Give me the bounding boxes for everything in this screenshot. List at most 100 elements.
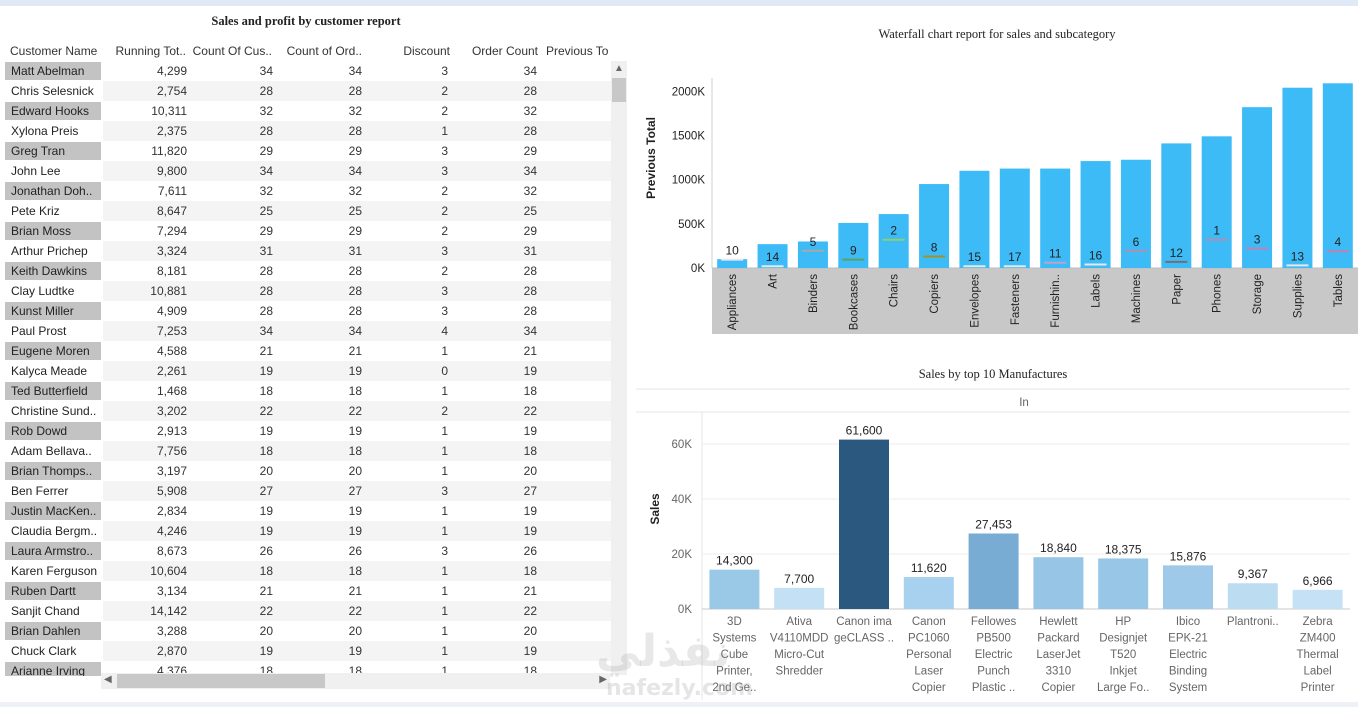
bar [959, 170, 990, 268]
table-row[interactable]: Matt Abelman 4,299 34 34 3 34 [0, 61, 612, 81]
table-row[interactable]: Keith Dawkins 8,181 28 28 2 28 [0, 261, 612, 281]
x-tick-label: geCLASS .. [834, 633, 894, 645]
column-header[interactable]: Order Count [471, 44, 538, 58]
table-cell: 19 [523, 424, 537, 438]
table-row[interactable]: Eugene Moren 4,588 21 21 1 21 [0, 341, 612, 361]
table-cell: 29 [259, 224, 273, 238]
column-header[interactable]: Previous To [546, 44, 609, 58]
customer-name: Brian Moss [5, 222, 101, 240]
column-header[interactable]: Count of Ord.. [286, 44, 362, 58]
waterfall-chart: 0K 500K 1000K 1500K 2000K Previous Total 10 App… [644, 78, 1358, 334]
table-row[interactable]: Pete Kriz 8,647 25 25 2 25 [0, 201, 612, 221]
table-cell: 3 [441, 164, 448, 178]
x-tick-label: Canon ima [836, 616, 892, 628]
table-row[interactable]: Kunst Miller 4,909 28 28 3 28 [0, 301, 612, 321]
column-header[interactable]: Count Of Cus.. [192, 44, 272, 58]
table-row[interactable]: Xylona Preis 2,375 28 28 1 28 [0, 121, 612, 141]
table-row[interactable]: Ruben Dartt 3,134 21 21 1 21 [0, 581, 612, 601]
data-label: 16 [1089, 248, 1103, 262]
table-row[interactable]: Ben Ferrer 5,908 27 27 3 27 [0, 481, 612, 501]
table-cell: 3 [441, 64, 448, 78]
table-row[interactable]: Laura Armstro.. 8,673 26 26 3 26 [0, 541, 612, 561]
vertical-scroll-thumb[interactable] [612, 78, 626, 102]
table-cell: 1 [441, 424, 448, 438]
customer-name: Adam Bellava.. [11, 444, 92, 458]
table-row[interactable]: Chris Selesnick 2,754 28 28 2 28 [0, 81, 612, 101]
table-cell: 21 [259, 584, 273, 598]
table-row[interactable]: Brian Thomps.. 3,197 20 20 1 20 [0, 461, 612, 481]
table-cell: 10,604 [150, 564, 187, 578]
table-cell: 19 [348, 524, 362, 538]
horizontal-scroll-thumb[interactable] [117, 674, 325, 688]
table-row[interactable]: Brian Dahlen 3,288 20 20 1 20 [0, 621, 612, 641]
x-tick-label: Printer [1301, 682, 1335, 694]
bar [919, 184, 950, 268]
table-cell: 4,588 [156, 344, 187, 358]
table-cell: 28 [348, 84, 362, 98]
x-tick-label: Electric [975, 649, 1013, 661]
x-tick-label: 2nd Ge.. [712, 682, 756, 694]
table-cell: 18 [348, 444, 362, 458]
table-cell: 2,913 [156, 424, 187, 438]
table-cell: 22 [348, 604, 362, 618]
table-row[interactable]: Chuck Clark 2,870 19 19 1 19 [0, 641, 612, 661]
customer-name: Christine Sund.. [11, 404, 97, 418]
table-cell: 7,294 [156, 224, 187, 238]
scroll-right-icon[interactable]: ▶ [599, 674, 607, 685]
bar [797, 241, 828, 268]
column-header[interactable]: Discount [403, 44, 450, 58]
customer-table: Customer Name Running Tot.. Count Of Cus..… [0, 40, 612, 676]
table-cell: 22 [523, 604, 537, 618]
scroll-up-icon[interactable]: ▲ [614, 63, 624, 74]
table-row[interactable]: Kalyca Meade 2,261 19 19 0 19 [0, 361, 612, 381]
waterfall-chart-title: Waterfall chart report for sales and sub… [878, 27, 1116, 41]
table-cell: 1 [441, 344, 448, 358]
table-row[interactable]: John Lee 9,800 34 34 3 34 [0, 161, 612, 181]
data-label: 27,453 [975, 518, 1012, 532]
table-cell: 22 [259, 404, 273, 418]
table-row[interactable]: Brian Moss 7,294 29 29 2 29 [0, 221, 612, 241]
column-header[interactable]: Running Tot.. [115, 44, 187, 58]
table-row[interactable]: Christine Sund.. 3,202 22 22 2 22 [0, 401, 612, 421]
horizontal-scrollbar[interactable]: ◀ ▶ [101, 673, 610, 689]
x-tick-label: Art [768, 273, 780, 289]
x-tick-label: PC1060 [908, 633, 950, 645]
x-tick-label: PB500 [976, 633, 1011, 645]
customer-name: John Lee [11, 164, 61, 178]
table-row[interactable]: Claudia Bergm.. 4,246 19 19 1 19 [0, 521, 612, 541]
table-row[interactable]: Sanjit Chand 14,142 22 22 1 22 [0, 601, 612, 621]
table-row[interactable]: Karen Ferguson 10,604 18 18 1 18 [0, 561, 612, 581]
table-row[interactable]: Paul Prost 7,253 34 34 4 34 [0, 321, 612, 341]
table-cell: 2 [441, 84, 448, 98]
table-cell: 31 [348, 244, 362, 258]
vertical-scrollbar[interactable]: ▲ [611, 61, 627, 675]
x-tick-label: Copiers [929, 274, 941, 314]
column-header[interactable]: Customer Name [10, 44, 98, 58]
scroll-left-icon[interactable]: ◀ [104, 674, 112, 685]
table-row[interactable]: Ted Butterfield 1,468 18 18 1 18 [0, 381, 612, 401]
table-row[interactable]: Rob Dowd 2,913 19 19 1 19 [0, 421, 612, 441]
table-row[interactable]: Jonathan Doh.. 7,611 32 32 2 32 [0, 181, 612, 201]
table-cell: 28 [348, 284, 362, 298]
table-row[interactable]: Adam Bellava.. 7,756 18 18 1 18 [0, 441, 612, 461]
table-row[interactable]: Clay Ludtke 10,881 28 28 3 28 [0, 281, 612, 301]
customer-name: Laura Armstro.. [5, 542, 101, 560]
x-tick-label: Machines [1131, 274, 1143, 323]
bottom-bar [0, 702, 1358, 707]
bar [1292, 589, 1343, 609]
table-cell: 26 [523, 544, 537, 558]
table-row[interactable]: Greg Tran 11,820 29 29 3 29 [0, 141, 612, 161]
bar [1098, 558, 1149, 609]
customer-name: Arthur Prichep [11, 244, 88, 258]
table-row[interactable]: Edward Hooks 10,311 32 32 2 32 [0, 101, 612, 121]
table-cell: 8,181 [156, 264, 187, 278]
table-cell: 0 [441, 364, 448, 378]
table-row[interactable]: Justin MacKen.. 2,834 19 19 1 19 [0, 501, 612, 521]
y-tick-label: 20K [672, 549, 693, 561]
x-tick-label: HP [1115, 616, 1131, 628]
table-cell: 21 [259, 344, 273, 358]
data-label: 15,876 [1170, 549, 1207, 563]
row-background [103, 401, 612, 421]
table-row[interactable]: Arthur Prichep 3,324 31 31 3 31 [0, 241, 612, 261]
x-tick-label: Storage [1252, 274, 1264, 314]
